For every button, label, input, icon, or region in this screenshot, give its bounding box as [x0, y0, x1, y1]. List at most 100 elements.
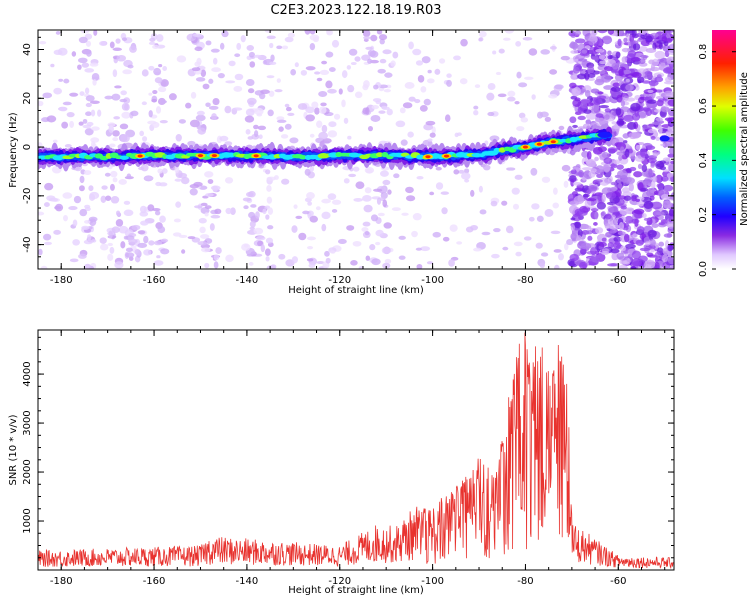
- noise-blob: [632, 233, 638, 238]
- noise-blob: [260, 244, 266, 253]
- noise-blob: [665, 76, 672, 83]
- noise-blob: [611, 121, 617, 125]
- noise-blob: [650, 248, 655, 253]
- noise-blob: [473, 105, 479, 110]
- noise-blob: [208, 105, 219, 110]
- noise-blob: [645, 48, 657, 54]
- noise-blob: [266, 75, 275, 79]
- noise-blob: [84, 128, 94, 136]
- noise-blob: [664, 117, 674, 122]
- noise-blob: [572, 87, 581, 96]
- noise-blob: [120, 134, 130, 143]
- noise-blob: [249, 226, 255, 231]
- noise-blob: [610, 181, 618, 186]
- noise-blob: [214, 208, 222, 215]
- noise-blob: [362, 30, 371, 38]
- noise-blob: [497, 93, 507, 98]
- noise-blob: [253, 227, 264, 235]
- noise-blob: [505, 225, 514, 234]
- noise-blob: [71, 51, 77, 57]
- noise-blob: [107, 253, 114, 261]
- noise-blob: [638, 46, 648, 52]
- noise-blob: [379, 58, 387, 64]
- noise-blob: [491, 253, 500, 259]
- noise-blob: [118, 178, 127, 185]
- noise-blob: [661, 254, 669, 263]
- noise-blob: [110, 170, 118, 178]
- noise-blob: [664, 140, 673, 148]
- noise-blob: [512, 203, 520, 210]
- noise-blob: [423, 98, 431, 106]
- noise-blob: [152, 208, 161, 212]
- noise-blob: [266, 176, 277, 181]
- noise-blob: [114, 85, 122, 89]
- ridge-cell: [659, 135, 670, 142]
- noise-blob: [181, 249, 186, 254]
- noise-blob: [159, 182, 168, 187]
- noise-blob: [318, 106, 327, 114]
- noise-blob: [631, 258, 642, 267]
- noise-blob: [438, 58, 446, 64]
- noise-blob: [350, 61, 357, 66]
- noise-blob: [607, 30, 615, 35]
- noise-blob: [478, 30, 487, 38]
- noise-blob: [284, 103, 290, 108]
- noise-blob: [502, 246, 509, 251]
- noise-blob: [324, 250, 330, 257]
- noise-blob: [435, 182, 444, 190]
- noise-blob: [290, 69, 297, 76]
- noise-blob: [248, 190, 256, 198]
- noise-blob: [621, 56, 628, 64]
- noise-blob: [315, 206, 321, 211]
- noise-blob: [43, 233, 52, 241]
- noise-blob: [585, 198, 597, 202]
- noise-blob: [640, 148, 648, 158]
- noise-blob: [375, 229, 384, 237]
- noise-blob: [631, 113, 641, 121]
- noise-blob: [125, 252, 135, 258]
- y-tick-label: 20: [22, 92, 33, 105]
- noise-blob: [123, 209, 134, 217]
- noise-blob: [666, 220, 674, 229]
- noise-blob: [398, 255, 406, 260]
- noise-blob: [498, 48, 505, 54]
- noise-blob: [134, 248, 141, 256]
- noise-blob: [553, 249, 562, 253]
- noise-blob: [586, 151, 592, 160]
- noise-blob: [52, 139, 58, 143]
- noise-blob: [234, 53, 241, 58]
- noise-blob: [148, 110, 153, 118]
- noise-blob: [208, 78, 214, 84]
- noise-blob: [654, 251, 661, 258]
- noise-blob: [38, 248, 43, 256]
- noise-blob: [194, 205, 203, 209]
- noise-blob: [633, 171, 643, 178]
- noise-blob: [40, 265, 48, 269]
- noise-blob: [85, 95, 95, 102]
- noise-blob: [590, 88, 600, 94]
- noise-blob: [425, 120, 436, 126]
- noise-blob: [577, 194, 583, 203]
- noise-blob: [486, 92, 495, 101]
- noise-blob: [319, 69, 330, 75]
- noise-blob: [189, 188, 198, 196]
- noise-blob: [78, 253, 87, 259]
- y-tick-label: 40: [22, 43, 33, 56]
- noise-blob: [158, 86, 167, 93]
- noise-blob: [607, 242, 614, 249]
- noise-blob: [581, 49, 588, 54]
- noise-blob: [597, 30, 608, 34]
- noise-blob: [224, 141, 233, 146]
- noise-blob: [658, 222, 665, 226]
- noise-blob: [354, 91, 363, 99]
- noise-blob: [616, 118, 625, 127]
- noise-blob: [599, 60, 607, 65]
- noise-blob: [392, 51, 399, 59]
- noise-blob: [623, 140, 628, 144]
- snr-series-line: [38, 332, 674, 570]
- noise-blob: [616, 178, 622, 184]
- noise-blob: [576, 235, 582, 241]
- noise-blob: [604, 108, 611, 113]
- noise-blob: [420, 246, 431, 252]
- noise-blob: [552, 202, 560, 209]
